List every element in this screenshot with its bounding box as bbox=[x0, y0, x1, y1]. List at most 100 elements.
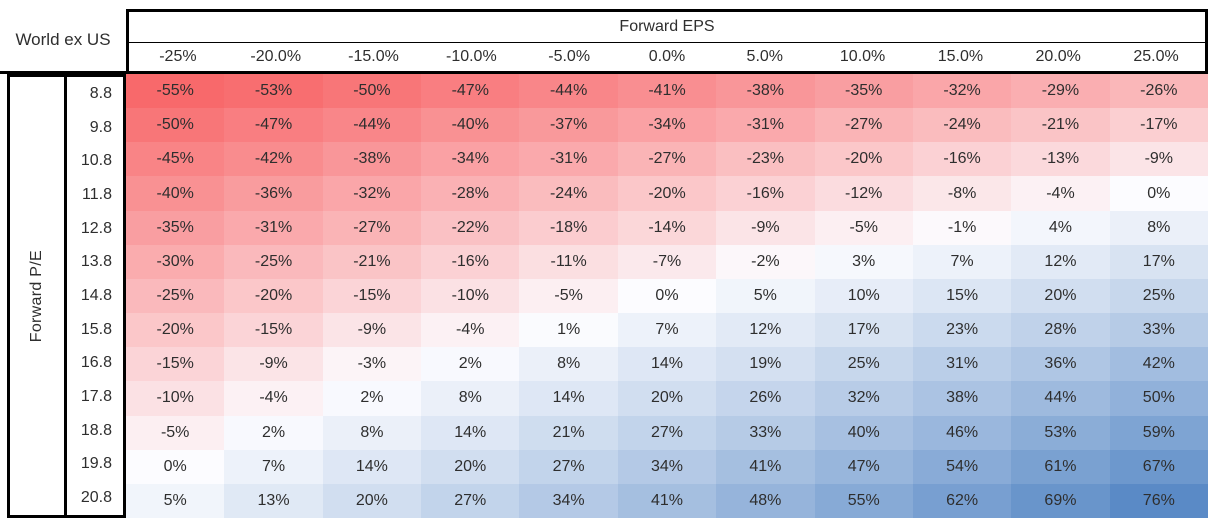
heatmap-cell: 14% bbox=[519, 381, 618, 416]
pe-header-box: Forward P/E 8.8 9.8 10.8 11.8 12.8 13.8 14.8 15… bbox=[7, 74, 126, 518]
eps-header-box: Forward EPS -25% -20.0% -15.0% -10.0% -5.0% 0… bbox=[126, 9, 1208, 74]
heatmap-cell: 14% bbox=[421, 415, 520, 450]
pe-tick-label: 17.8 bbox=[80, 388, 112, 406]
heatmap-cell: 23% bbox=[912, 313, 1012, 348]
heatmap-cell: 14% bbox=[322, 449, 422, 484]
heatmap-cell: -4% bbox=[421, 313, 520, 348]
heatmap-cell: 0% bbox=[126, 449, 225, 484]
pe-tick-label: 13.8 bbox=[80, 253, 112, 271]
heatmap-cell: -41% bbox=[617, 74, 717, 109]
heatmap-cell: -21% bbox=[322, 244, 422, 279]
heatmap-cell: 76% bbox=[1109, 483, 1208, 518]
heatmap-cell: 27% bbox=[617, 415, 717, 450]
pe-tick-label: 20.8 bbox=[80, 489, 112, 507]
eps-tick-label: 20.0% bbox=[1035, 48, 1081, 65]
heatmap-cell: 7% bbox=[224, 449, 323, 484]
heatmap-cell: -34% bbox=[617, 108, 717, 143]
heatmap-cell: 19% bbox=[716, 347, 815, 382]
heatmap-cell: -17% bbox=[1109, 108, 1208, 143]
heatmap-cell: -55% bbox=[126, 74, 225, 109]
heatmap-cell: -9% bbox=[224, 347, 323, 382]
heatmap-cell: 59% bbox=[1109, 415, 1208, 450]
heatmap-cell: -24% bbox=[519, 176, 618, 211]
heatmap-cell: -10% bbox=[421, 278, 520, 314]
eps-axis-title: Forward EPS bbox=[129, 12, 1205, 43]
heatmap-cell: 44% bbox=[1011, 381, 1110, 416]
heatmap-cell: -40% bbox=[421, 108, 520, 143]
heatmap-cell: 20% bbox=[421, 449, 520, 484]
heatmap-cell: -3% bbox=[322, 347, 422, 382]
heatmap-cell: -5% bbox=[519, 278, 618, 314]
heatmap-cell: 10% bbox=[814, 278, 913, 314]
heatmap-cell: -45% bbox=[126, 142, 225, 177]
heatmap-cell: -15% bbox=[322, 278, 422, 314]
eps-tick-label: -5.0% bbox=[548, 48, 591, 65]
heatmap-cell: 21% bbox=[519, 415, 618, 450]
heatmap-cell: -7% bbox=[617, 244, 717, 279]
heatmap-cell: 40% bbox=[814, 415, 913, 450]
sensitivity-table: World ex US Forward EPS -25% -20.0% -15.0%… bbox=[0, 9, 1208, 518]
heatmap-cell: -29% bbox=[1011, 74, 1110, 109]
heatmap-cell: 20% bbox=[322, 483, 422, 518]
heatmap-cell: 67% bbox=[1109, 449, 1208, 484]
pe-tick-label: 19.8 bbox=[80, 455, 112, 473]
heatmap-cell: -44% bbox=[322, 108, 422, 143]
heatmap-cell: -30% bbox=[126, 244, 225, 279]
heatmap-grid: -55% -53% -50% -47% -44% -41% -38% -35% -32% -29%… bbox=[126, 74, 1208, 518]
heatmap-cell: 27% bbox=[421, 483, 520, 518]
pe-tick-label: 8.8 bbox=[89, 84, 112, 102]
heatmap-cell: -40% bbox=[126, 176, 225, 211]
heatmap-cell: -42% bbox=[224, 142, 323, 177]
heatmap-cell: 53% bbox=[1011, 415, 1110, 450]
heatmap-cell: -53% bbox=[224, 74, 323, 109]
heatmap-cell: 42% bbox=[1109, 347, 1208, 382]
heatmap-cell: 12% bbox=[716, 313, 815, 348]
heatmap-cell: -23% bbox=[716, 142, 815, 177]
eps-tick-label: 25.0% bbox=[1133, 48, 1179, 65]
left-spacer bbox=[0, 74, 7, 518]
heatmap-cell: -1% bbox=[912, 210, 1012, 245]
heatmap-cell: 2% bbox=[421, 347, 520, 382]
pe-tick-label: 18.8 bbox=[80, 421, 112, 439]
heatmap-cell: 14% bbox=[617, 347, 717, 382]
heatmap-cell: 4% bbox=[1011, 210, 1110, 245]
heatmap-cell: 12% bbox=[1011, 244, 1110, 279]
eps-tick-row: -25% -20.0% -15.0% -10.0% -5.0% 0.0% 5.0% 10.0%… bbox=[129, 43, 1205, 71]
heatmap-cell: -8% bbox=[912, 176, 1012, 211]
heatmap-cell: -20% bbox=[224, 278, 323, 314]
heatmap-cell: 32% bbox=[814, 381, 913, 416]
heatmap-cell: 36% bbox=[1011, 347, 1110, 382]
pe-axis-title-column: Forward P/E bbox=[10, 77, 67, 515]
heatmap-cell: 69% bbox=[1011, 483, 1110, 518]
heatmap-cell: -50% bbox=[322, 74, 422, 109]
eps-tick-label: -20.0% bbox=[250, 48, 302, 65]
heatmap-cell: -20% bbox=[814, 142, 913, 177]
heatmap-cell: 38% bbox=[912, 381, 1012, 416]
heatmap-cell: -47% bbox=[421, 74, 520, 109]
heatmap-cell: -37% bbox=[519, 108, 618, 143]
pe-axis-title: Forward P/E bbox=[28, 249, 45, 343]
heatmap-cell: -15% bbox=[126, 347, 225, 382]
eps-tick-label: 5.0% bbox=[746, 48, 784, 65]
heatmap-cell: 2% bbox=[322, 381, 422, 416]
heatmap-cell: 34% bbox=[519, 483, 618, 518]
heatmap-cell: 41% bbox=[617, 483, 717, 518]
heatmap-cell: 50% bbox=[1109, 381, 1208, 416]
heatmap-cell: 55% bbox=[814, 483, 913, 518]
heatmap-cell: 25% bbox=[814, 347, 913, 382]
heatmap-cell: 20% bbox=[1011, 278, 1110, 314]
heatmap-cell: 7% bbox=[912, 244, 1012, 279]
heatmap-cell: 31% bbox=[912, 347, 1012, 382]
heatmap-cell: 8% bbox=[519, 347, 618, 382]
heatmap-cell: -14% bbox=[617, 210, 717, 245]
heatmap-cell: 15% bbox=[912, 278, 1012, 314]
heatmap-cell: -27% bbox=[617, 142, 717, 177]
heatmap-cell: -12% bbox=[814, 176, 913, 211]
heatmap-cell: -5% bbox=[126, 415, 225, 450]
heatmap-cell: -16% bbox=[421, 244, 520, 279]
eps-tick-label: -25% bbox=[159, 48, 197, 65]
heatmap-cell: -47% bbox=[224, 108, 323, 143]
pe-tick-label: 11.8 bbox=[82, 185, 112, 203]
heatmap-cell: -9% bbox=[716, 210, 815, 245]
pe-tick-label: 14.8 bbox=[80, 286, 112, 304]
